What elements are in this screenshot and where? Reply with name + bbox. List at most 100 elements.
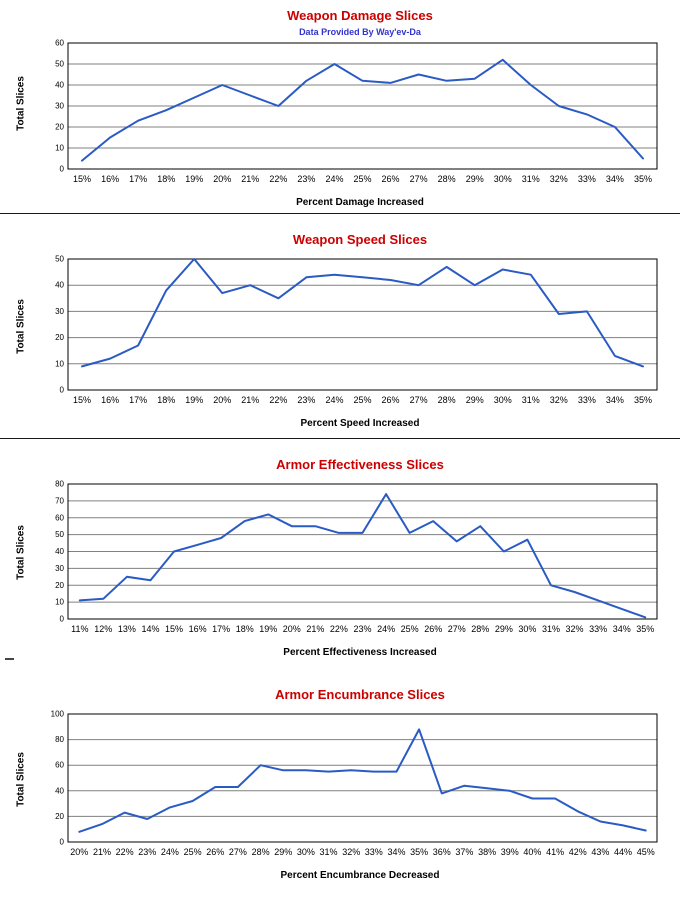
svg-text:50: 50 — [55, 530, 64, 539]
svg-text:28%: 28% — [471, 624, 489, 634]
svg-text:43%: 43% — [591, 847, 609, 857]
svg-text:20%: 20% — [70, 847, 88, 857]
svg-text:80: 80 — [55, 480, 64, 489]
svg-text:30%: 30% — [494, 174, 512, 184]
svg-text:20%: 20% — [213, 174, 231, 184]
weapon-damage-chart-block: Weapon Damage Slices Data Provided By Wa… — [0, 0, 680, 214]
svg-text:15%: 15% — [165, 624, 183, 634]
svg-text:34%: 34% — [606, 174, 624, 184]
svg-text:40: 40 — [55, 281, 64, 290]
svg-text:36%: 36% — [433, 847, 451, 857]
svg-text:12%: 12% — [94, 624, 112, 634]
svg-text:26%: 26% — [424, 624, 442, 634]
y-axis-label: Total Slices — [15, 76, 27, 131]
x-axis-title: Percent Encumbrance Decreased — [280, 870, 440, 881]
svg-text:32%: 32% — [565, 624, 583, 634]
svg-text:40%: 40% — [523, 847, 541, 857]
svg-text:0: 0 — [60, 615, 65, 624]
svg-text:29%: 29% — [466, 174, 484, 184]
svg-text:29%: 29% — [495, 624, 513, 634]
svg-text:40: 40 — [55, 786, 64, 795]
svg-text:33%: 33% — [365, 847, 383, 857]
svg-text:19%: 19% — [259, 624, 277, 634]
svg-text:31%: 31% — [319, 847, 337, 857]
svg-text:30: 30 — [55, 564, 64, 573]
svg-text:42%: 42% — [569, 847, 587, 857]
line-chart: 0 10 20 30 40 50 60 15% 16% 17% 18% 19% 20% 21% 22% 23%… — [55, 39, 658, 184]
svg-text:35%: 35% — [410, 847, 428, 857]
chart-title: Armor Effectiveness Slices — [276, 457, 444, 472]
svg-text:29%: 29% — [466, 395, 484, 405]
svg-text:0: 0 — [60, 386, 65, 395]
svg-text:30%: 30% — [494, 395, 512, 405]
svg-text:33%: 33% — [578, 174, 596, 184]
svg-text:0: 0 — [60, 165, 65, 174]
chart-subtitle: Data Provided By Way'ev-Da — [299, 27, 421, 37]
svg-text:15%: 15% — [73, 395, 91, 405]
svg-text:27%: 27% — [410, 395, 428, 405]
svg-text:30: 30 — [55, 102, 64, 111]
svg-text:30%: 30% — [518, 624, 536, 634]
line-chart: 0 10 20 30 40 50 60 70 80 11% 12% 13% 14% 15% 16% 17% 18… — [55, 480, 658, 634]
svg-text:40: 40 — [55, 547, 64, 556]
svg-text:15%: 15% — [73, 174, 91, 184]
svg-text:24%: 24% — [161, 847, 179, 857]
svg-text:45%: 45% — [637, 847, 655, 857]
chart-header: Armor Effectiveness Slices — [65, 457, 655, 472]
svg-text:20: 20 — [55, 581, 64, 590]
x-axis-title: Percent Damage Increased — [296, 197, 424, 208]
svg-text:22%: 22% — [269, 395, 287, 405]
svg-text:13%: 13% — [118, 624, 136, 634]
svg-text:29%: 29% — [274, 847, 292, 857]
stray-dash-mark — [5, 658, 14, 660]
svg-text:23%: 23% — [297, 395, 315, 405]
svg-text:17%: 17% — [129, 174, 147, 184]
svg-text:60: 60 — [55, 39, 64, 48]
svg-text:24%: 24% — [325, 174, 343, 184]
svg-text:39%: 39% — [501, 847, 519, 857]
svg-text:21%: 21% — [93, 847, 111, 857]
svg-text:18%: 18% — [157, 174, 175, 184]
svg-text:17%: 17% — [129, 395, 147, 405]
svg-text:25%: 25% — [184, 847, 202, 857]
svg-text:25%: 25% — [353, 174, 371, 184]
x-axis-title: Percent Effectiveness Increased — [283, 647, 437, 658]
svg-text:20: 20 — [55, 123, 64, 132]
svg-text:26%: 26% — [381, 395, 399, 405]
svg-text:18%: 18% — [236, 624, 254, 634]
svg-text:32%: 32% — [550, 174, 568, 184]
svg-text:21%: 21% — [306, 624, 324, 634]
svg-text:10: 10 — [55, 144, 64, 153]
svg-text:60: 60 — [55, 513, 64, 522]
svg-text:20%: 20% — [283, 624, 301, 634]
svg-text:80: 80 — [55, 735, 64, 744]
svg-text:30: 30 — [55, 307, 64, 316]
svg-text:50: 50 — [55, 255, 64, 264]
plot-area: 0 10 20 30 40 50 60 70 80 11% 12% 13% 14% 15% 16% 17% 18… — [28, 479, 680, 645]
svg-text:28%: 28% — [438, 174, 456, 184]
svg-text:10: 10 — [55, 359, 64, 368]
svg-text:27%: 27% — [448, 624, 466, 634]
svg-text:28%: 28% — [252, 847, 270, 857]
svg-text:32%: 32% — [550, 395, 568, 405]
svg-text:100: 100 — [51, 710, 65, 719]
svg-text:20%: 20% — [213, 395, 231, 405]
x-axis-title: Percent Speed Increased — [300, 418, 420, 429]
svg-text:70: 70 — [55, 496, 64, 505]
svg-text:34%: 34% — [387, 847, 405, 857]
chart-title: Armor Encumbrance Slices — [275, 687, 445, 702]
svg-text:40: 40 — [55, 81, 64, 90]
svg-text:22%: 22% — [116, 847, 134, 857]
svg-text:23%: 23% — [138, 847, 156, 857]
svg-text:18%: 18% — [157, 395, 175, 405]
y-axis-label: Total Slices — [15, 752, 27, 807]
svg-text:17%: 17% — [212, 624, 230, 634]
svg-text:14%: 14% — [141, 624, 159, 634]
svg-text:37%: 37% — [455, 847, 473, 857]
svg-text:27%: 27% — [229, 847, 247, 857]
chart-header: Weapon Damage Slices Data Provided By Wa… — [65, 8, 655, 38]
svg-text:60: 60 — [55, 761, 64, 770]
svg-text:0: 0 — [60, 838, 65, 847]
